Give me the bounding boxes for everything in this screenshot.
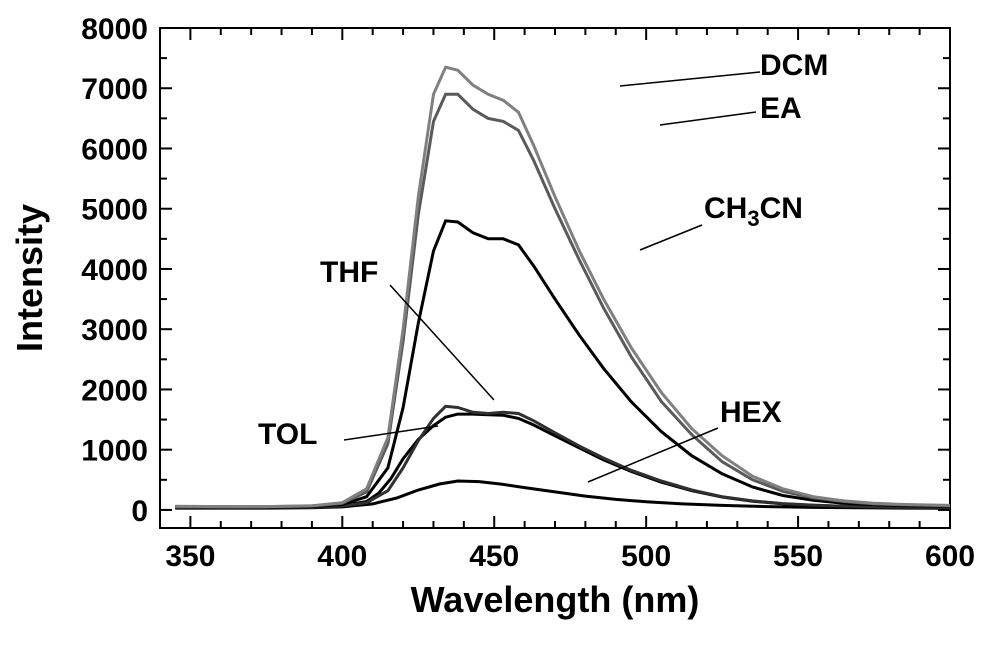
ytick-label: 6000: [81, 133, 148, 166]
callout-label-ch3cn: CH3CN: [704, 192, 803, 231]
ytick-label: 5000: [81, 194, 148, 227]
callout-label-hex: HEX: [720, 396, 782, 429]
chart-svg: 3504004505005506000100020003000400050006…: [0, 0, 1000, 648]
xtick-label: 500: [621, 540, 671, 573]
callout-line-hex: [588, 428, 718, 482]
series-hex: [175, 481, 950, 508]
callout-line-ch3cn: [640, 225, 702, 250]
callout-line-thf: [390, 285, 494, 400]
xtick-label: 450: [469, 540, 519, 573]
ytick-label: 1000: [81, 435, 148, 468]
xtick-label: 350: [165, 540, 215, 573]
xtick-label: 400: [317, 540, 367, 573]
ytick-label: 4000: [81, 254, 148, 287]
callout-label-tol: TOL: [258, 418, 317, 451]
ytick-label: 8000: [81, 13, 148, 46]
callout-label-ea: EA: [760, 92, 802, 125]
ytick-label: 0: [131, 495, 148, 528]
ytick-label: 2000: [81, 374, 148, 407]
xtick-label: 550: [773, 540, 823, 573]
callout-label-thf: THF: [320, 256, 378, 289]
spectrum-chart: 3504004505005506000100020003000400050006…: [0, 0, 1000, 648]
plot-frame: [160, 28, 950, 528]
series-ch3cn: [175, 221, 950, 507]
callout-label-dcm: DCM: [760, 49, 828, 82]
callout-line-dcm: [620, 72, 760, 86]
xtick-label: 600: [925, 540, 975, 573]
y-axis-title: Intensity: [9, 204, 50, 352]
x-axis-title: Wavelength (nm): [411, 579, 700, 620]
ytick-label: 7000: [81, 73, 148, 106]
ytick-label: 3000: [81, 314, 148, 347]
callout-line-ea: [660, 112, 756, 125]
